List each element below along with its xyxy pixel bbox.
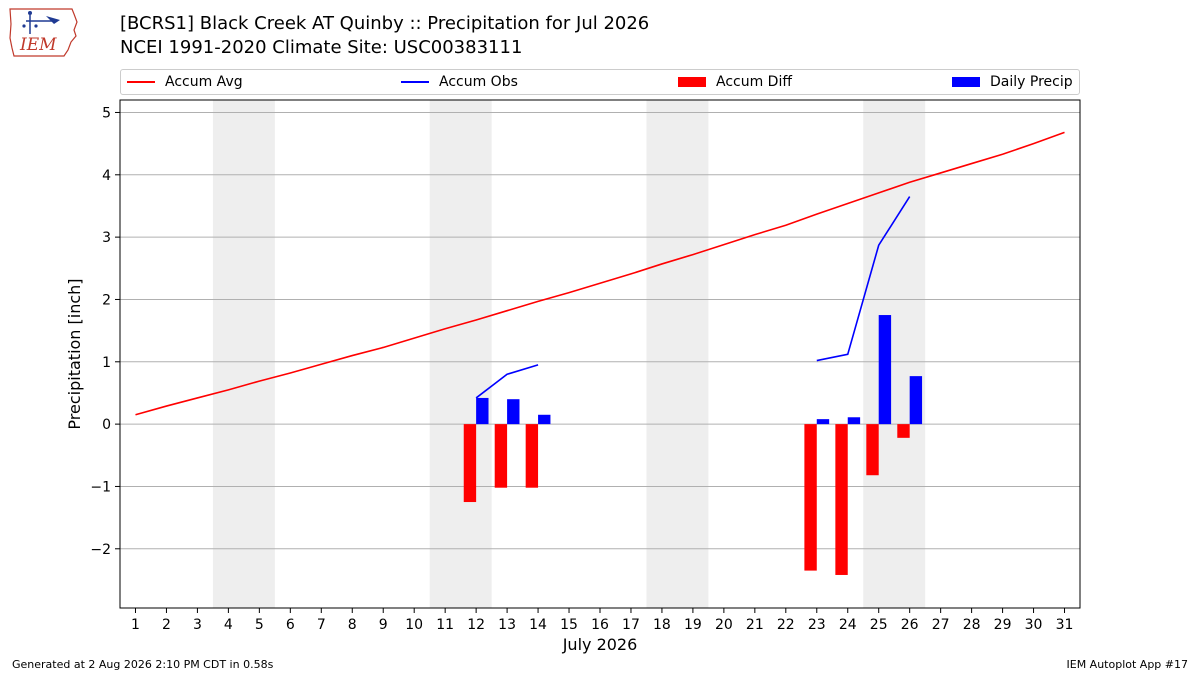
legend-item-accum-obs: Accum Obs: [401, 70, 518, 94]
x-tick-label-26: 26: [901, 617, 919, 633]
x-tick-label-14: 14: [529, 617, 547, 633]
legend-label-daily-precip: Daily Precip: [990, 74, 1073, 90]
chart-subtitle: NCEI 1991-2020 Climate Site: USC00383111: [120, 37, 523, 58]
bar-accum-diff-14: [525, 424, 539, 488]
x-tick-label-19: 19: [684, 617, 702, 633]
x-tick-label-15: 15: [560, 617, 578, 633]
x-tick-label-27: 27: [932, 617, 950, 633]
x-tick-label-17: 17: [622, 617, 640, 633]
weekend-band-3: [646, 100, 709, 608]
x-tick-label-25: 25: [870, 617, 888, 633]
legend-item-accum-avg: Accum Avg: [127, 70, 243, 94]
x-tick-label-28: 28: [963, 617, 981, 633]
x-tick-label-30: 30: [1025, 617, 1043, 633]
x-tick-label-18: 18: [653, 617, 671, 633]
y-tick-label-1: 1: [102, 355, 111, 371]
x-tick-label-24: 24: [839, 617, 857, 633]
bar-accum-diff-13: [494, 424, 508, 488]
x-tick-label-9: 9: [379, 617, 388, 633]
line-accum-obs-segment-1: [475, 364, 539, 399]
chart-legend: Accum Avg Accum Obs Accum Diff Daily Pre…: [120, 69, 1080, 95]
bar-daily-precip-14: [538, 414, 551, 425]
bar-daily-precip-13: [507, 399, 520, 425]
weekend-band-1: [212, 100, 275, 608]
x-tick-label-21: 21: [746, 617, 764, 633]
x-tick-label-8: 8: [348, 617, 357, 633]
x-tick-label-6: 6: [286, 617, 295, 633]
x-tick-label-23: 23: [808, 617, 826, 633]
app-credit: IEM Autoplot App #17: [1066, 658, 1189, 671]
legend-item-accum-diff: Accum Diff: [678, 70, 792, 94]
x-tick-label-12: 12: [467, 617, 485, 633]
y-tick-label-4: 4: [102, 168, 111, 184]
bar-daily-precip-25: [878, 315, 892, 425]
bar-daily-precip-26: [909, 376, 923, 425]
legend-label-accum-diff: Accum Diff: [716, 74, 793, 90]
x-tick-label-31: 31: [1056, 617, 1074, 633]
x-tick-label-16: 16: [591, 617, 609, 633]
x-tick-label-13: 13: [498, 617, 516, 633]
bar-accum-diff-23: [804, 424, 817, 571]
x-tick-label-4: 4: [224, 617, 233, 633]
y-tick-label-5: 5: [102, 105, 111, 121]
bar-accum-diff-25: [866, 424, 879, 476]
y-axis-label: Precipitation [inch]: [65, 278, 84, 429]
x-tick-label-29: 29: [994, 617, 1012, 633]
bar-accum-diff-12: [463, 424, 477, 503]
legend-swatch-accum-diff: [678, 77, 706, 87]
y-tick-label-2: 2: [102, 292, 111, 308]
legend-item-daily-precip: Daily Precip: [952, 70, 1073, 94]
weekend-band-2: [429, 100, 492, 608]
legend-swatch-daily-precip: [952, 77, 980, 87]
x-tick-label-7: 7: [317, 617, 326, 633]
line-accum-avg: [135, 131, 1065, 416]
bar-accum-diff-24: [835, 424, 848, 575]
legend-label-accum-obs: Accum Obs: [439, 74, 518, 90]
weekend-band-4: [863, 100, 926, 608]
y-tick-label-3: 3: [102, 230, 111, 246]
x-tick-label-11: 11: [436, 617, 454, 633]
x-tick-label-22: 22: [777, 617, 795, 633]
legend-swatch-accum-avg: [127, 81, 155, 83]
bar-accum-diff-26: [897, 424, 910, 438]
x-tick-label-10: 10: [405, 617, 423, 633]
x-tick-label-2: 2: [162, 617, 171, 633]
y-tick-label-0: 0: [102, 417, 111, 433]
line-accum-obs-segment-2: [816, 196, 911, 362]
x-tick-label-5: 5: [255, 617, 264, 633]
y-tick-label--2: −2: [90, 542, 111, 558]
x-axis-label: July 2026: [562, 635, 638, 654]
bar-daily-precip-23: [816, 419, 830, 425]
logo-text: IEM: [19, 35, 57, 55]
x-tick-label-20: 20: [715, 617, 733, 633]
legend-swatch-accum-obs: [401, 81, 429, 83]
chart-title: [BCRS1] Black Creek AT Quinby :: Precipi…: [120, 13, 650, 34]
x-tick-label-1: 1: [131, 617, 140, 633]
x-tick-label-3: 3: [193, 617, 202, 633]
y-tick-label--1: −1: [90, 479, 111, 495]
generated-timestamp: Generated at 2 Aug 2026 2:10 PM CDT in 0…: [12, 658, 274, 671]
bar-daily-precip-12: [476, 397, 489, 425]
iem-iowa-logo: IEM: [9, 8, 78, 57]
legend-label-accum-avg: Accum Avg: [165, 74, 243, 90]
bar-daily-precip-24: [847, 417, 861, 425]
